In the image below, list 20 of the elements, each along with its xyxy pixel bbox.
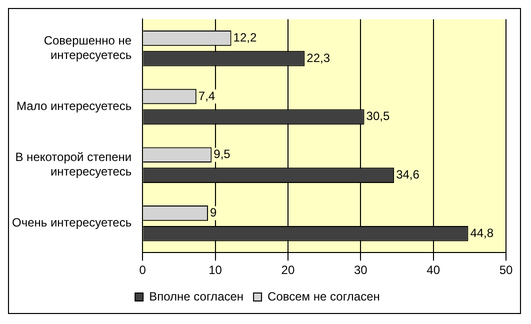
data-label: 44,8: [470, 226, 494, 240]
y-tick-label: Очень интересуетесь: [12, 216, 132, 230]
data-label: 30,5: [366, 109, 390, 124]
x-tick-label: 10: [208, 263, 222, 278]
data-label: 34,6: [396, 168, 420, 182]
x-tick-label: 30: [354, 263, 368, 278]
y-tick-label: В некоторой степени интересуетесь: [15, 150, 132, 179]
y-tick-label: Совершенно не интересуетесь: [44, 33, 132, 62]
y-tick-label: Мало интересуетесь: [16, 99, 132, 114]
data-label: 7,4: [198, 88, 216, 103]
legend-label: Вполне согласен: [149, 289, 244, 304]
x-tick-label: 40: [426, 263, 440, 278]
data-label: 9: [210, 206, 218, 220]
x-tick-label: 0: [139, 263, 146, 278]
data-label: 22,3: [306, 50, 330, 65]
x-tick-label: 50: [499, 263, 513, 278]
x-tick-label: 20: [281, 263, 295, 278]
data-label: 9,5: [214, 147, 231, 162]
legend-label: Совсем не согласен: [268, 289, 380, 304]
data-label: 12,2: [233, 30, 257, 44]
